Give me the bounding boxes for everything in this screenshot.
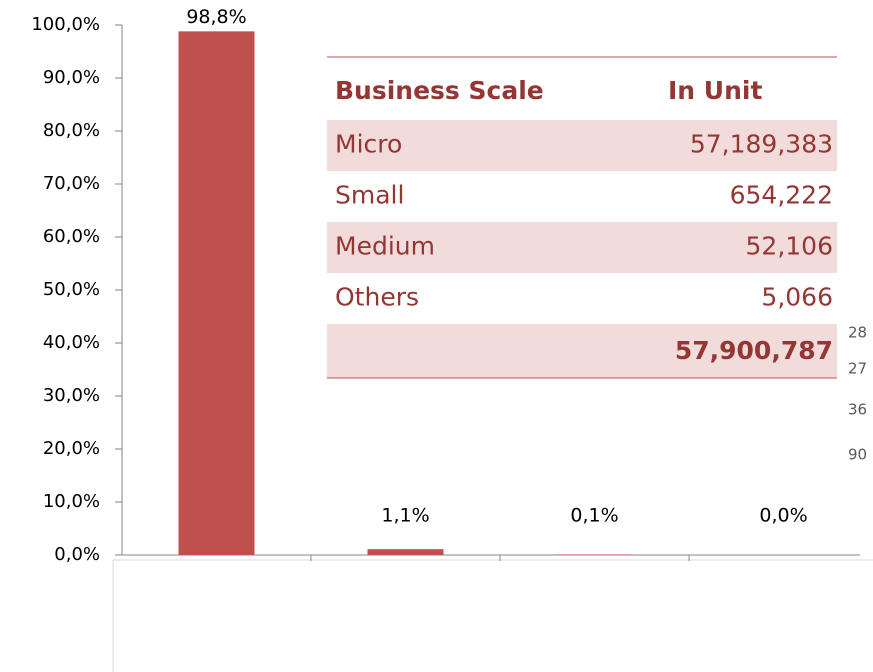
table-total: 57,900,787 <box>675 336 833 365</box>
row-bg <box>327 120 837 171</box>
bar <box>367 549 444 555</box>
data-label: 0,1% <box>570 505 618 527</box>
y-tick-label: 90,0% <box>43 67 100 88</box>
y-tick-label: 50,0% <box>43 279 100 300</box>
y-tick-label: 100,0% <box>31 14 100 35</box>
side-text: 27 <box>848 360 867 378</box>
y-tick-label: 40,0% <box>43 332 100 353</box>
table-cell: 5,066 <box>761 283 833 312</box>
bar <box>178 31 255 556</box>
y-tick-label: 70,0% <box>43 173 100 194</box>
y-tick-label: 80,0% <box>43 120 100 141</box>
y-tick-label: 30,0% <box>43 385 100 406</box>
y-tick-label: 0,0% <box>54 544 100 565</box>
y-tick-label: 60,0% <box>43 226 100 247</box>
table-cell: 57,189,383 <box>690 130 833 159</box>
data-label: 1,1% <box>381 505 429 527</box>
data-label: 98,8% <box>186 6 246 28</box>
table-cell: Others <box>335 283 419 312</box>
side-text: 90 <box>848 446 867 464</box>
y-tick-label: 10,0% <box>43 491 100 512</box>
bar <box>556 554 633 555</box>
table-cell: 52,106 <box>746 232 833 261</box>
row-bg <box>327 324 837 378</box>
table-cell: Medium <box>335 232 435 261</box>
table-header: In Unit <box>668 76 762 105</box>
y-tick-label: 20,0% <box>43 438 100 459</box>
table-header: Business Scale <box>335 76 544 105</box>
table-cell: Small <box>335 181 404 210</box>
table-cell: 654,222 <box>730 181 833 210</box>
side-text: 28 <box>848 324 867 342</box>
row-bg <box>327 222 837 273</box>
data-label: 0,0% <box>759 505 807 527</box>
table-cell: Micro <box>335 130 402 159</box>
side-text: 36 <box>848 401 867 419</box>
